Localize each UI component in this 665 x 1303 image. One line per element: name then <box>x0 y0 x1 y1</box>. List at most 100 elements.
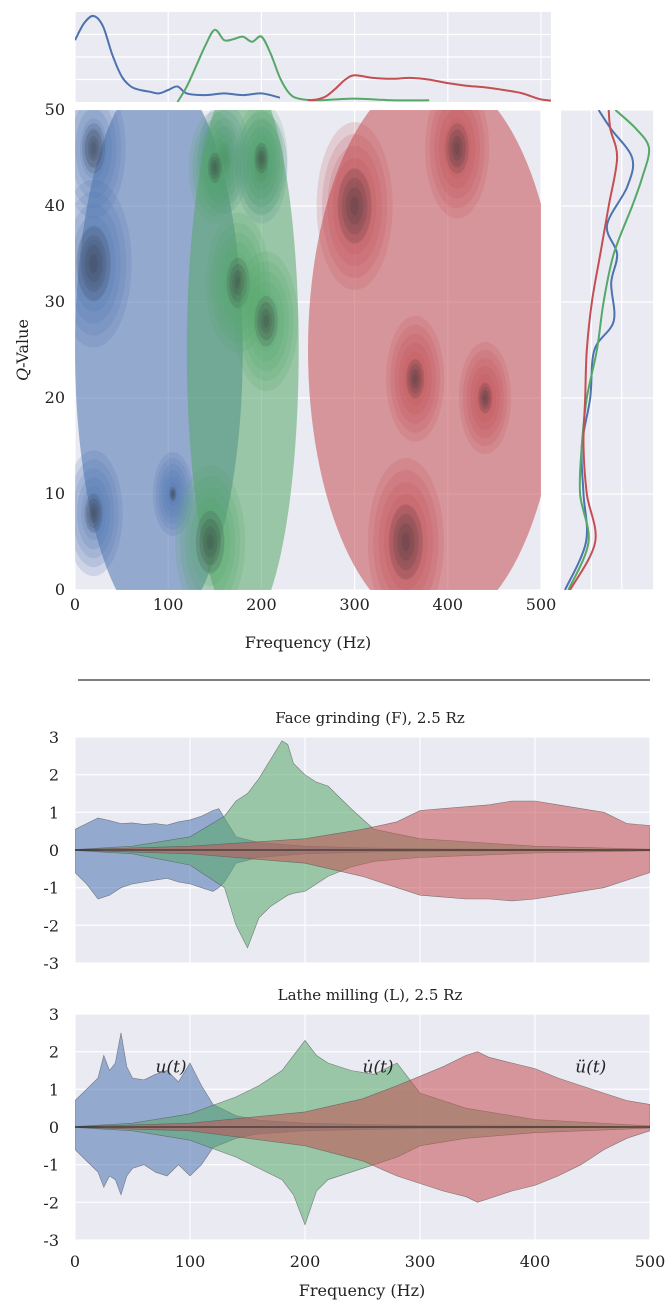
marginal-x-curve-blue <box>75 14 281 99</box>
area-y-tick-label: 2 <box>49 766 59 785</box>
kde-contour-core <box>257 302 275 341</box>
area-x-tick-label: 0 <box>70 1252 80 1271</box>
kde-contour-core <box>257 150 265 166</box>
kde-y-axis-label-q: Q <box>13 368 32 381</box>
kde-contour-core <box>80 235 107 292</box>
marginal-x-plot <box>74 12 551 102</box>
kde-contour-core <box>481 390 489 406</box>
kde-contour <box>466 358 504 438</box>
kde-contour <box>75 110 122 209</box>
kde-contour <box>243 271 289 372</box>
kde-contour-core <box>232 270 244 296</box>
kde-contour <box>395 518 417 566</box>
kde-contour-core <box>86 498 101 529</box>
kde-contour-core <box>260 308 272 334</box>
area-y-tick-label: -2 <box>43 1193 59 1212</box>
area-x-tick-label: 500 <box>635 1252 665 1271</box>
kde-contour <box>257 150 266 166</box>
kde-contour <box>164 476 182 512</box>
kde-contour-core <box>84 493 103 534</box>
kde-contour <box>233 272 243 293</box>
kde-contour <box>389 506 423 578</box>
kde-contour-core <box>195 510 225 574</box>
kde-contour <box>89 138 99 159</box>
kde-contour <box>246 126 277 190</box>
kde-contour <box>252 291 280 352</box>
kde-contour <box>210 222 266 343</box>
area-y-tick-label: 3 <box>49 1005 59 1024</box>
kde-contour <box>75 450 123 577</box>
kde-contour <box>215 232 261 333</box>
kde-contour <box>378 482 433 590</box>
kde-contour <box>411 369 420 388</box>
kde-contour <box>77 227 110 300</box>
kde-contour-core <box>206 534 214 550</box>
kde-contour-core <box>408 363 423 394</box>
kde-contour-core <box>203 526 218 558</box>
kde-contour <box>75 110 112 189</box>
kde-y-tick-label: 40 <box>45 196 65 215</box>
kde-contour <box>386 315 445 442</box>
area-plot-2-title: Lathe milling (L), 2.5 Rz <box>278 986 463 1004</box>
marginal-x-curve-red <box>307 74 551 102</box>
kde-contour-core <box>213 163 217 172</box>
kde-y-tick-label: 30 <box>45 292 65 311</box>
kde-contour <box>158 464 188 524</box>
kde-contour <box>343 182 366 230</box>
kde-contour <box>88 251 100 276</box>
area-y-tick-label: 2 <box>49 1043 59 1062</box>
kde-contour <box>242 118 280 198</box>
kde-contour-core <box>76 225 111 302</box>
kde-contour <box>75 203 121 324</box>
kde-y-tick-label: 10 <box>45 484 65 503</box>
kde-series-red <box>308 110 541 590</box>
kde-contour-core <box>451 135 463 161</box>
kde-contour <box>161 470 185 518</box>
kde-contour-core <box>254 296 278 347</box>
area-plot-1: 3 2 1 0 -1 -2 -3 <box>43 728 651 973</box>
kde-contour-core <box>256 146 267 170</box>
kde-contour-core <box>254 142 269 174</box>
kde-contour <box>192 119 238 216</box>
kde-x-tick-label: 500 <box>526 595 557 614</box>
marginal-x-curve-green <box>176 28 430 102</box>
marginal-y-curve-red <box>569 110 619 590</box>
kde-contour <box>167 482 179 506</box>
kde-contour <box>203 143 226 192</box>
kde-contour <box>84 128 103 169</box>
kde-contour <box>85 495 102 532</box>
kde-y-axis-label: Q-Value <box>13 319 32 381</box>
kde-contour <box>462 350 508 446</box>
kde-contour-core <box>397 523 415 561</box>
kde-contour <box>196 127 234 208</box>
area-y-tick-label: 0 <box>49 841 59 860</box>
area-annotation: u(t) <box>156 1058 187 1078</box>
kde-contour-core <box>199 518 221 566</box>
kde-contour <box>75 215 116 312</box>
area-plot-2: 3 2 1 0 -1 -2 -3 0 100 200 300 400 500 u(t) u̇(t) ü(t) <box>43 1005 665 1271</box>
area-x-tick-label: 300 <box>405 1252 436 1271</box>
kde-contour <box>170 488 176 500</box>
kde-contour <box>175 465 246 590</box>
kde-contour-core <box>235 276 241 290</box>
kde-contour-core <box>89 254 98 274</box>
kde-x-axis-label: Frequency (Hz) <box>245 633 372 652</box>
area-y-tick-label: -3 <box>43 1231 59 1250</box>
kde-contour-core <box>171 492 174 496</box>
marginal-y-background <box>561 110 653 590</box>
kde-contour <box>316 122 393 290</box>
kde-contour-core <box>412 373 418 384</box>
area-y-tick-label: -1 <box>43 879 59 898</box>
marginal-y-plot <box>561 109 653 591</box>
kde-contour <box>188 111 241 224</box>
kde-contour <box>434 110 480 199</box>
kde-contour-core <box>90 142 97 155</box>
kde-contour <box>322 134 388 278</box>
kde-main-plot: 0 100 200 300 400 500 0 10 20 30 40 50 <box>45 100 557 614</box>
kde-contour-core <box>89 503 99 524</box>
kde-contour-core <box>169 486 177 502</box>
kde-contour <box>211 159 219 176</box>
kde-contour <box>443 118 471 179</box>
kde-body <box>308 110 541 590</box>
kde-contour <box>452 138 462 159</box>
